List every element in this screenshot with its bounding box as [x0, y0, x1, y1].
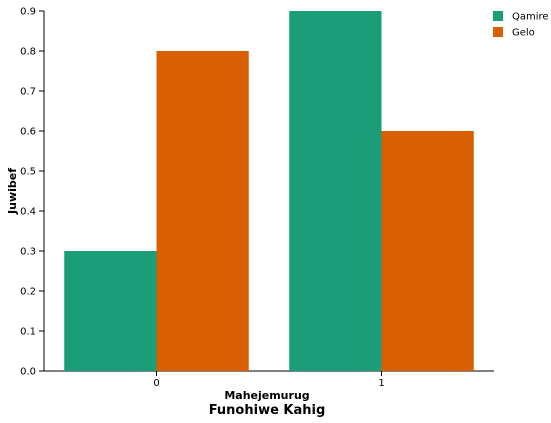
legend-swatch-gelo: [493, 27, 503, 37]
y-tick-label: 0.7: [20, 87, 36, 98]
bars: [64, 11, 474, 371]
y-tick-label: 0.0: [20, 367, 36, 378]
y-axis-title: Juwibef: [6, 168, 19, 215]
legend-swatch-qamire: [493, 11, 503, 21]
bar-qamire-0: [64, 251, 157, 371]
x-tick-label: 1: [378, 378, 384, 389]
bar-qamire-1: [289, 11, 382, 371]
bar-gelo-0: [156, 51, 249, 371]
y-tick-label: 0.2: [20, 287, 36, 298]
legend-label-gelo: Gelo: [512, 28, 535, 39]
y-tick-label: 0.9: [20, 7, 36, 18]
y-tick-label: 0.3: [20, 247, 36, 258]
legend: Qamire Gelo: [493, 11, 549, 39]
chart-title: Funohiwe Kahig: [209, 403, 326, 418]
legend-label-qamire: Qamire: [512, 12, 549, 23]
y-tick-label: 0.8: [20, 47, 36, 58]
x-tick-label: 0: [153, 378, 159, 389]
x-axis-title: Mahejemurug: [224, 389, 309, 402]
bar-gelo-1: [381, 131, 474, 371]
y-tick-label: 0.4: [20, 207, 36, 218]
y-axis: 0.0 0.1 0.2 0.3 0.4 0.5 0.6 0.7 0.8 0.9: [20, 7, 45, 378]
y-tick-label: 0.1: [20, 327, 36, 338]
y-tick-label: 0.6: [20, 127, 36, 138]
y-tick-label: 0.5: [20, 167, 36, 178]
